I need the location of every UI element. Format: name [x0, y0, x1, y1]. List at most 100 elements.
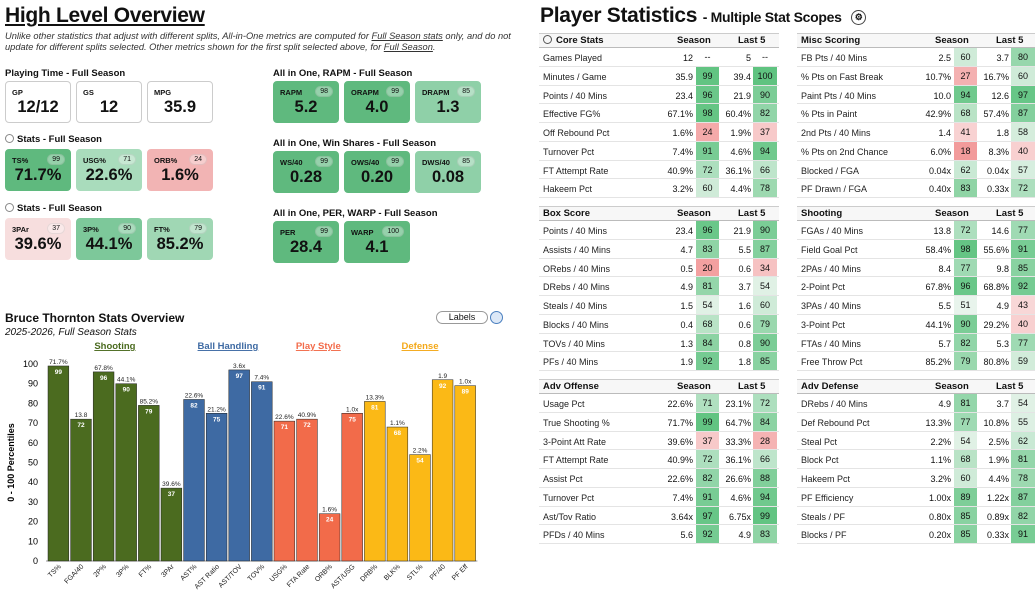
stat-name: % Pts on 2nd Chance [801, 146, 889, 157]
radio-icon[interactable] [5, 134, 14, 143]
table-row: 3-Point Pct 44.1% 90 29.2% 40 [797, 314, 1035, 334]
col-season: Season [677, 208, 711, 219]
season-value: 4.9 [938, 399, 951, 409]
y-tick-label: 10 [28, 536, 38, 546]
table-row: Hakeem Pct 3.2% 60 4.4% 78 [539, 179, 779, 198]
table-header[interactable]: Shooting Season Last 5 [797, 207, 1035, 221]
percentile-badge: 99 [315, 226, 333, 237]
table-row: 3-Point Att Rate 39.6% 37 33.3% 28 [539, 431, 779, 451]
bar-orb- [318, 513, 341, 562]
last5-percentile: 60 [753, 296, 777, 314]
bar-ast-ratio [205, 413, 228, 562]
stat-name: PFDs / 40 Mins [543, 530, 605, 541]
stat-name: Hakeem Pct [543, 184, 593, 195]
season-value: 0.80x [928, 511, 951, 522]
table-row: FB Pts / 40 Mins 2.5 60 3.7 80 [797, 48, 1035, 67]
season-value: 1.9 [680, 357, 693, 368]
note-link-2[interactable]: Full Season [383, 42, 433, 52]
last5-percentile: 87 [1011, 104, 1035, 122]
season-percentile: 91 [696, 487, 719, 506]
bar-percentile-label: 91 [258, 385, 266, 392]
labels-button[interactable]: Labels [436, 311, 488, 324]
y-tick-label: 90 [28, 379, 38, 389]
table-row: Off Rebound Pct 1.6% 24 1.9% 37 [539, 123, 779, 142]
bar-percentile-label: 71 [281, 424, 289, 431]
season-value: 58.4% [925, 244, 951, 255]
bar-fta-rate [296, 418, 318, 562]
table-title: Misc Scoring [801, 35, 861, 46]
last5-percentile: 40 [1011, 141, 1035, 160]
y-tick-label: 30 [28, 497, 38, 507]
season-percentile: 79 [954, 352, 977, 370]
last5-value: 1.8 [996, 128, 1009, 138]
table-row: DRebs / 40 Mins 4.9 81 3.7 54 [797, 394, 1035, 413]
last5-percentile: 72 [753, 394, 777, 412]
group-title-shooting: Shooting [94, 341, 135, 352]
x-tick-label: USG% [269, 563, 289, 583]
table-header[interactable]: Misc Scoring Season Last 5 [797, 34, 1035, 48]
bar-ts- [47, 365, 70, 562]
last5-value: 80.8% [983, 357, 1009, 368]
season-value: 1.1% [930, 455, 951, 466]
season-value: 2.2% [930, 436, 951, 447]
last5-percentile: 87 [1011, 487, 1035, 506]
table-row: Ast/Tov Ratio 3.64x 97 6.75x 99 [539, 506, 779, 526]
x-tick-label: FTA Rate [286, 563, 312, 589]
group-title-play-style: Play Style [296, 341, 341, 352]
table-row: Usage Pct 22.6% 71 23.1% 72 [539, 394, 779, 413]
table-header[interactable]: Adv Offense Season Last 5 [539, 380, 779, 394]
season-value: 1.00x [928, 492, 951, 503]
table-row: % Pts in Paint 42.9% 68 57.4% 87 [797, 104, 1035, 123]
section-title-stats2: Stats - Full Season [5, 203, 102, 214]
bar-value-label: 71.7% [49, 359, 68, 366]
percentile-badge: 24 [189, 154, 207, 165]
table-header[interactable]: Core Stats Season Last 5 [539, 34, 779, 48]
radio-icon[interactable] [5, 203, 14, 212]
stat-name: Turnover Pct [543, 492, 595, 503]
collapse-icon[interactable] [543, 35, 552, 44]
x-tick-label: DRB% [359, 563, 379, 583]
last5-value: 55.6% [983, 244, 1009, 255]
last5-value: 0.8 [738, 338, 751, 349]
season-percentile: 27 [954, 66, 977, 85]
stat-card-3p-: 3P% 44.1% 90 [76, 218, 142, 260]
bar-3p- [115, 383, 137, 562]
col-last5: Last 5 [996, 35, 1024, 46]
season-value: 6.0% [930, 146, 951, 157]
bar-value-label: 1.1% [390, 420, 405, 427]
last5-percentile: 37 [753, 123, 777, 141]
y-tick-label: 100 [23, 359, 38, 369]
note-text-3: . [432, 42, 436, 52]
card-value: 85.2% [156, 235, 204, 253]
season-value: 1.4 [938, 128, 951, 138]
season-value: 10.7% [925, 71, 951, 82]
season-percentile: 72 [696, 160, 719, 179]
card-value: 71.7% [14, 166, 62, 184]
season-percentile: 83 [954, 179, 977, 197]
stat-name: 2PAs / 40 Mins [801, 263, 861, 274]
stat-card-ows-40: OWS/40 0.20 99 [344, 151, 410, 193]
stat-table-box-score: Box Score Season Last 5 Points / 40 Mins 23.… [539, 206, 779, 371]
col-last5: Last 5 [738, 208, 766, 219]
stat-name: PF Efficiency [801, 492, 854, 503]
labels-toggle[interactable] [490, 311, 503, 324]
overview-title: High Level Overview [5, 4, 205, 27]
table-header[interactable]: Box Score Season Last 5 [539, 207, 779, 221]
card-value: 0.20 [360, 168, 394, 186]
season-percentile: 54 [696, 296, 719, 314]
table-row: Steals / 40 Mins 1.5 54 1.6 60 [539, 296, 779, 315]
last5-value: 4.9 [738, 530, 751, 541]
col-season: Season [677, 381, 711, 392]
card-label: RAPM [280, 88, 303, 97]
table-row: 2nd Pts / 40 Mins 1.4 41 1.8 58 [797, 123, 1035, 142]
note-link-1[interactable]: Full Season stats [371, 31, 443, 41]
table-header[interactable]: Adv Defense Season Last 5 [797, 380, 1035, 394]
season-percentile: 91 [696, 141, 719, 160]
season-percentile: 72 [696, 450, 719, 468]
settings-icon[interactable]: ⚙ [851, 10, 867, 25]
season-percentile: 62 [954, 160, 977, 179]
last5-percentile: 77 [1011, 221, 1035, 239]
last5-percentile: 62 [1011, 431, 1035, 450]
season-percentile: 96 [954, 277, 977, 295]
last5-percentile: 87 [753, 239, 777, 258]
